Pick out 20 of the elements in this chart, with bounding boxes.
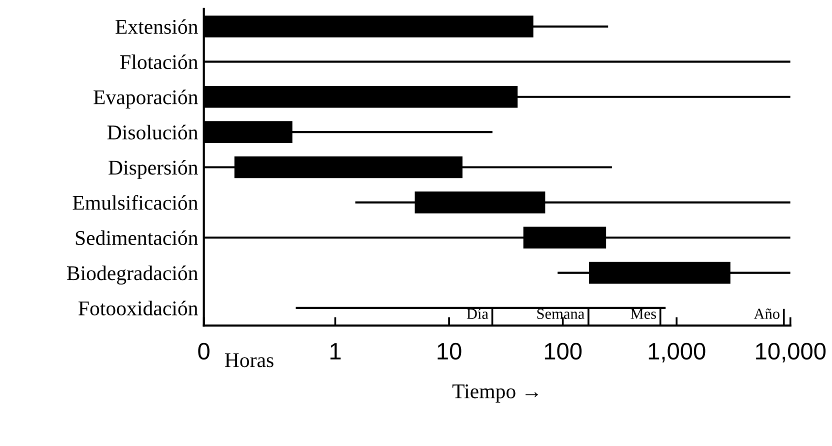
ref-line-label: Año: [754, 308, 780, 319]
x-tick-label: 10: [438, 342, 462, 360]
y-tick-label: Evaporación: [94, 90, 198, 109]
x-axis-title: Tiempo →: [452, 384, 538, 403]
y-tick-label: Sedimentación: [76, 230, 198, 246]
y-tick-label: Fotooxidación: [78, 300, 198, 316]
x-tick-label: 1,000: [648, 342, 706, 362]
y-tick-label: Dispersión: [108, 160, 198, 179]
y-tick-label: Flotación: [120, 54, 198, 70]
y-tick-label: Emulsificación: [72, 194, 198, 210]
y-tick-label: Biodegradación: [66, 266, 198, 285]
ref-line-label: Semana: [537, 308, 584, 319]
text: Horas: [224, 353, 274, 368]
y-tick-label: Extensión: [116, 19, 198, 34]
x-tick-label: 1: [330, 343, 341, 360]
ref-line-label: Mes: [630, 308, 656, 319]
x-tick-label: 0: [198, 342, 210, 360]
x-tick-label: 10,000: [756, 342, 826, 362]
y-tick-label: Disolución: [107, 124, 198, 140]
x-tick-label: 100: [544, 342, 582, 360]
